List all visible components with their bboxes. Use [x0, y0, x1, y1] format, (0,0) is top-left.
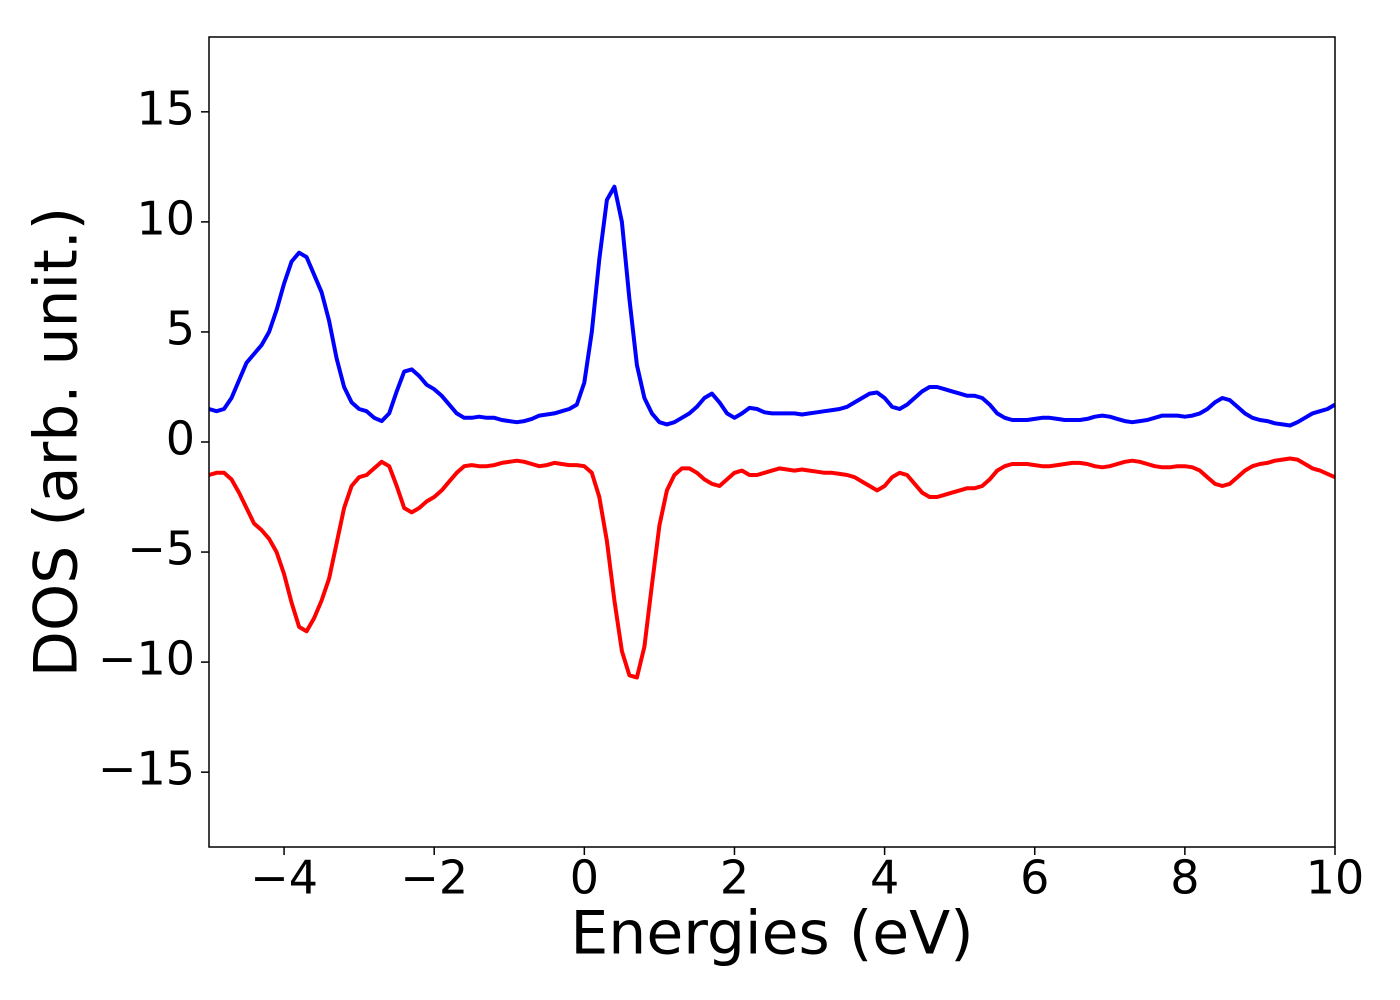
x-tick-label: −4	[250, 851, 318, 905]
dos-line	[208, 184, 1337, 428]
dos-line	[208, 456, 1336, 680]
y-tick-label: −10	[98, 632, 195, 686]
x-tick-label: 10	[1306, 851, 1365, 905]
y-tick-label: 10	[136, 191, 195, 245]
x-tick-label: 0	[570, 851, 599, 905]
x-axis-label: Energies (eV)	[570, 899, 973, 969]
x-tick-label: 4	[870, 851, 899, 905]
y-tick-label: −5	[127, 522, 195, 576]
x-tick-label: 2	[720, 851, 749, 905]
y-tick-label: 15	[136, 81, 195, 135]
y-tick-label: 0	[166, 412, 195, 466]
y-tick-label: 5	[166, 301, 195, 355]
x-tick-label: 6	[1020, 851, 1049, 905]
plot-frame	[208, 36, 1336, 848]
x-tick-label: 8	[1170, 851, 1199, 905]
y-axis-label: DOS (arb. unit.)	[22, 207, 92, 677]
y-tick-label: −15	[98, 742, 195, 796]
x-tick-label: −2	[400, 851, 468, 905]
